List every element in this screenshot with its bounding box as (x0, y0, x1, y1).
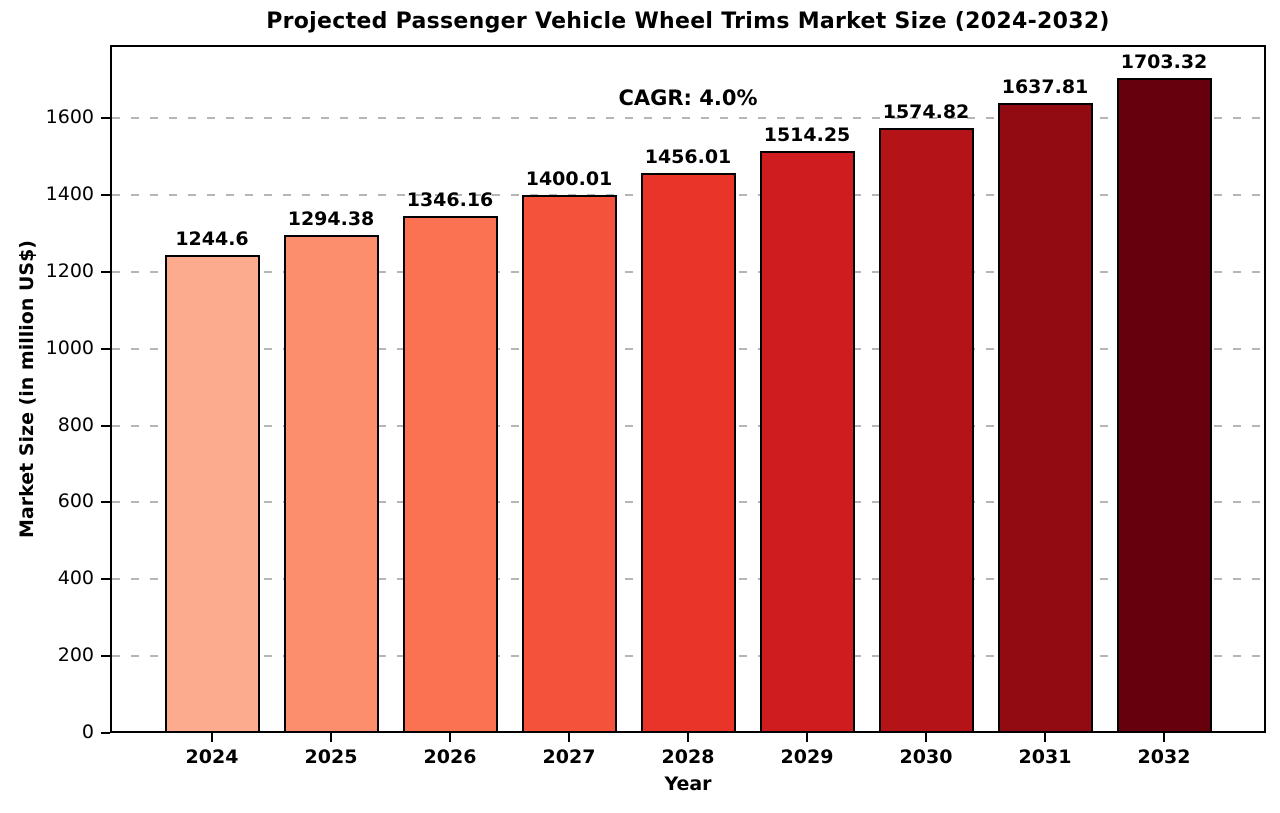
y-tick-mark (101, 655, 110, 658)
bar-2024 (164, 254, 260, 733)
bar-2027 (521, 194, 617, 733)
x-tick-label-2026: 2026 (423, 746, 477, 768)
bar-value-label-2032: 1703.32 (1120, 51, 1208, 74)
bar-2030 (878, 127, 974, 733)
y-tick-label: 0 (81, 721, 94, 743)
y-tick-label: 1400 (45, 182, 94, 205)
bar-value-label-2024: 1244.6 (175, 227, 249, 250)
x-tick-label-2025: 2025 (304, 746, 358, 768)
cagr-annotation: CAGR: 4.0% (618, 86, 758, 110)
y-tick-label: 1200 (45, 259, 94, 282)
x-tick-mark (925, 733, 927, 742)
x-tick-mark (1163, 733, 1165, 742)
y-tick-mark (101, 193, 110, 196)
x-tick-mark (568, 733, 570, 742)
bar-value-label-2027: 1400.01 (525, 167, 613, 190)
y-tick-mark (101, 501, 110, 504)
gridline-1600 (112, 117, 1264, 120)
bar-value-label-2025: 1294.38 (287, 208, 375, 231)
y-tick-mark (101, 424, 110, 427)
y-tick-mark (101, 578, 110, 581)
bar-2029 (759, 150, 855, 733)
x-tick-mark (687, 733, 689, 742)
bar-value-label-2029: 1514.25 (763, 123, 851, 146)
x-tick-label-2024: 2024 (185, 746, 239, 768)
y-tick-label: 1600 (45, 106, 94, 129)
bar-value-label-2028: 1456.01 (644, 146, 732, 169)
y-tick-label: 1000 (45, 336, 94, 359)
x-tick-mark (1044, 733, 1046, 742)
bar-2026 (402, 215, 498, 733)
bar-2028 (640, 173, 736, 733)
y-tick-mark (101, 117, 110, 120)
y-tick-mark (101, 732, 110, 734)
y-tick-label: 600 (57, 490, 94, 513)
bar-value-label-2026: 1346.16 (406, 188, 494, 211)
y-tick-mark (101, 270, 110, 273)
x-tick-mark (211, 733, 213, 742)
x-tick-mark (330, 733, 332, 742)
y-tick-mark (101, 347, 110, 350)
bar-value-label-2031: 1637.81 (1001, 76, 1089, 99)
x-tick-label-2032: 2032 (1137, 746, 1191, 768)
bar-2025 (283, 235, 379, 733)
x-tick-mark (806, 733, 808, 742)
x-tick-label-2029: 2029 (780, 746, 834, 768)
bar-value-label-2030: 1574.82 (882, 100, 970, 123)
bar-2032 (1116, 78, 1212, 733)
x-tick-mark (449, 733, 451, 742)
y-tick-label: 200 (57, 644, 94, 667)
bar-2031 (997, 103, 1093, 733)
y-tick-label: 800 (57, 413, 94, 436)
x-axis-label: Year (664, 773, 712, 795)
chart-title: Projected Passenger Vehicle Wheel Trims … (266, 9, 1110, 34)
x-tick-label-2027: 2027 (542, 746, 596, 768)
y-tick-label: 400 (57, 567, 94, 590)
x-tick-label-2031: 2031 (1018, 746, 1072, 768)
x-tick-label-2030: 2030 (899, 746, 953, 768)
x-tick-label-2028: 2028 (661, 746, 715, 768)
